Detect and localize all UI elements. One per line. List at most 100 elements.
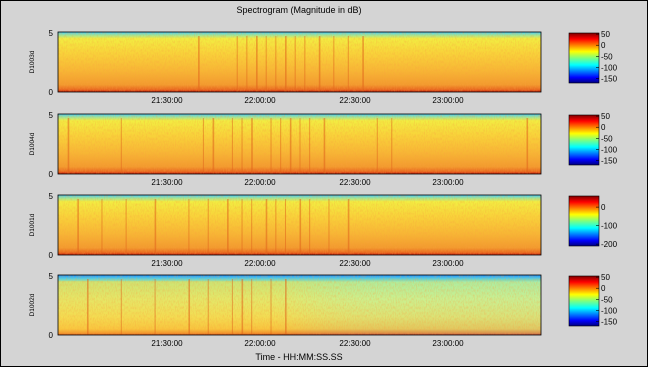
colorbar [569,276,599,326]
spectrogram-streak [285,36,287,92]
y-tick-label: 0 [49,88,54,97]
panel-frame [57,31,542,93]
spectrogram-streak [231,279,233,335]
colorbar-tick-label: -50 [601,52,613,61]
spectrogram-streak [67,118,70,174]
x-tick-label: 23:00:00 [432,339,464,348]
spectrogram-streak [188,199,190,255]
x-tick-label: 22:30:00 [339,259,371,268]
x-tick-label: 22:00:00 [244,259,276,268]
x-tick-label: 22:00:00 [244,339,276,348]
y-axis-label: D1004d [29,132,36,155]
colorbar-tick-label: 0 [601,123,606,132]
y-tick-label: 5 [49,29,54,38]
spectrogram-streak [323,118,326,174]
spectrogram-streak [86,279,89,335]
y-tick-label: 0 [49,331,54,340]
spectrogram-streak [251,279,253,335]
panel-frame [57,194,542,256]
y-tick-label: 5 [49,192,54,201]
spectrogram-streak [333,36,335,92]
x-tick-label: 22:30:00 [339,96,371,105]
spectrogram-streak [265,199,268,255]
spectrogram-streak [285,199,287,255]
colorbar-tick-label: -150 [601,157,618,166]
colorbar-frame [568,195,600,247]
spectrogram-streak [270,118,272,174]
spectrogram-streak [391,118,393,174]
spectrogram-streak [270,279,272,335]
spectrogram-streak [347,36,349,92]
colorbar-tick-label: -150 [601,318,618,327]
x-tick-label: 22:00:00 [244,178,276,187]
spectrogram-streak [227,199,229,255]
spectrogram-streak [241,199,243,255]
x-tick-label: 23:00:00 [432,96,464,105]
spectrogram-streak [77,199,79,255]
figure-title: Spectrogram (Magnitude in dB) [236,5,361,15]
x-axis-label: Time - HH:MM:SS.SS [255,352,342,362]
y-axis-label: D1003d [29,50,36,73]
y-tick-label: 5 [49,111,54,120]
spectrogram-streak [309,199,311,255]
spectrogram-streak [154,199,157,255]
x-tick-label: 22:00:00 [244,96,276,105]
spectrogram-streak [246,36,248,92]
colorbar-frame [568,32,600,84]
y-tick-label: 5 [49,272,54,281]
spectrogram-streak [299,199,302,255]
spectrogram-streak [101,199,103,255]
x-tick-label: 21:30:00 [151,178,183,187]
spectrogram-streak [318,36,321,92]
spectrogram-streak [236,36,238,92]
spectrogram-streak [299,118,301,174]
colorbar-tick-label: -50 [601,295,613,304]
spectrogram-streak [265,36,267,92]
spectrogram-streak [526,118,529,174]
x-tick-label: 22:30:00 [339,178,371,187]
spectrogram-streak [376,118,378,174]
spectrogram-streak [275,36,277,92]
y-tick-label: 0 [49,251,54,260]
colorbar [569,196,599,246]
colorbar-frame [568,114,600,166]
spectrogram-streak [328,199,330,255]
colorbar-tick-label: -100 [601,306,618,315]
spectrogram-streak [362,36,364,92]
colorbar-tick-label: -200 [601,240,618,249]
colorbar-tick-label: 50 [601,112,610,121]
spectrogram-streak [251,118,253,174]
spectrogram-streak [275,199,277,255]
panel-frame [57,113,542,175]
spectrogram-panel-3: 5 0 D1001d 21:30:00 22:00:00 22:30:00 23:00:00… [29,192,618,268]
colorbar-tick-label: -100 [601,63,618,72]
colorbar-tick-label: 50 [601,30,610,39]
y-tick-label: 0 [49,170,54,179]
panel-frame [57,274,542,336]
spectrogram-streak [256,36,258,92]
colorbar-tick-label: 0 [601,203,606,212]
x-tick-label: 21:30:00 [151,96,183,105]
spectrogram-streak [347,199,350,255]
x-tick-label: 23:00:00 [432,259,464,268]
colorbar [569,33,599,83]
spectrogram-streak [241,279,244,335]
spectrogram-streak [207,279,209,335]
y-axis-label: D1001d [29,213,36,236]
colorbar-tick-label: -150 [601,75,618,84]
colorbar-tick-label: -50 [601,134,613,143]
colorbar-tick-label: -100 [601,145,618,154]
colorbar [569,115,599,165]
spectrogram-noise [58,32,541,92]
spectrogram-streak [198,36,200,92]
spectrogram-streak [251,199,253,255]
spectrogram-streak [154,279,156,335]
spectrogram-streak [207,199,209,255]
spectrogram-streak [120,118,122,174]
spectrogram-noise [58,275,541,335]
spectrogram-streak [309,118,311,174]
spectrogram-streak [241,118,243,174]
